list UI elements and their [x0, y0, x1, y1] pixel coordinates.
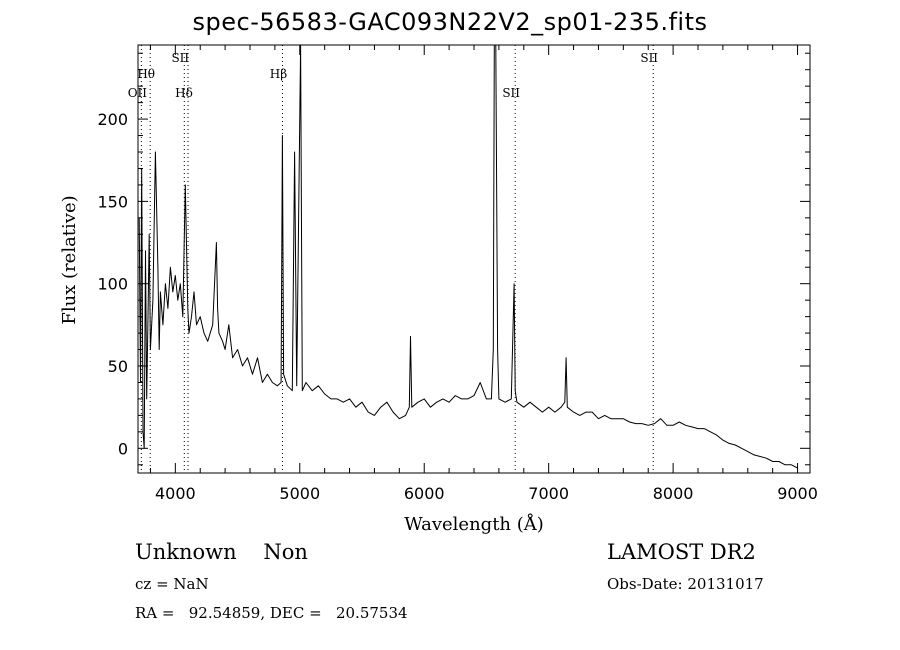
coords-text: RA = 92.54859, DEC = 20.57534 [135, 604, 408, 622]
x-tick-label: 7000 [528, 484, 569, 503]
chart-title: spec-56583-GAC093N22V2_sp01-235.fits [192, 8, 708, 36]
x-tick-label: 8000 [653, 484, 694, 503]
plot-frame [137, 44, 811, 474]
line-label: SII [171, 51, 189, 65]
obs-date-text: Obs-Date: 20131017 [607, 575, 764, 593]
cz-text: cz = NaN [135, 575, 209, 593]
x-tick-label: 4000 [155, 484, 196, 503]
y-axis-label: Flux (relative) [59, 195, 80, 324]
line-label: SII [502, 86, 520, 100]
x-tick-label: 9000 [777, 484, 818, 503]
axis-ticks: 4000 5000 6000 7000 8000 9000 0 50 100 150 200 [97, 45, 818, 503]
spectrum-series [138, 44, 798, 469]
y-tick-label: 200 [97, 110, 128, 129]
line-label: Hθ [137, 67, 155, 81]
emission-line-markers: OII Hθ SII Hδ Hβ SII SII [128, 45, 658, 473]
y-tick-label: 150 [97, 192, 128, 211]
y-tick-label: 100 [97, 275, 128, 294]
x-axis-label: Wavelength (Å) [404, 513, 544, 535]
spectrum-line [138, 44, 798, 469]
class-text: Unknown Non [135, 540, 308, 564]
y-tick-label: 50 [108, 357, 128, 376]
line-label: OII [128, 86, 148, 100]
line-label: SII [640, 51, 658, 65]
x-tick-label: 5000 [279, 484, 320, 503]
x-tick-label: 6000 [404, 484, 445, 503]
line-label: Hβ [270, 67, 287, 81]
y-tick-label: 0 [118, 439, 128, 458]
survey-text: LAMOST DR2 [607, 540, 756, 564]
line-label: Hδ [175, 86, 193, 100]
